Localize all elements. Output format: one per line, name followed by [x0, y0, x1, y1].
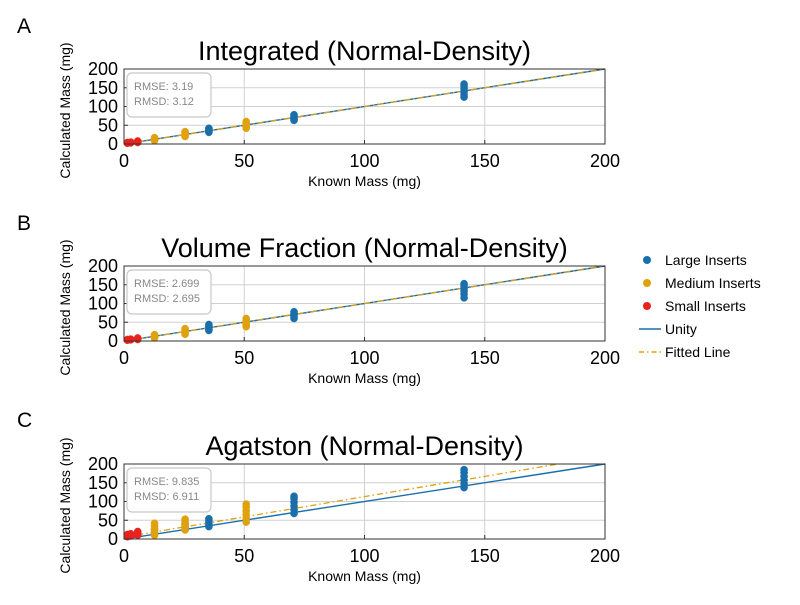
point-medium-inserts	[181, 515, 189, 523]
point-large-inserts	[460, 279, 468, 288]
x-tick-label: 100	[349, 348, 379, 368]
legend-marker-large-inserts	[643, 256, 651, 264]
y-tick-label: 100	[88, 97, 118, 117]
point-small-inserts	[126, 138, 135, 146]
legend-marker-medium-inserts	[643, 279, 651, 287]
fitted-line	[123, 68, 606, 145]
y-axis-label: Calculated Mass (mg)	[57, 437, 73, 573]
rmsd-text: RMSD: 6.911	[134, 491, 199, 503]
y-tick-label: 200	[88, 59, 118, 79]
unity-line	[123, 463, 606, 540]
point-medium-inserts	[150, 133, 159, 142]
y-tick-label: 150	[88, 275, 118, 295]
y-tick-label: 200	[88, 454, 118, 474]
x-tick-label: 150	[470, 546, 500, 566]
point-medium-inserts	[242, 314, 250, 323]
x-axis-label: Known Mass (mg)	[308, 370, 421, 386]
x-tick-label: 50	[234, 546, 254, 566]
stats-box	[126, 269, 212, 315]
point-small-inserts	[133, 334, 142, 342]
legend-label-large-inserts: Large Inserts	[665, 252, 747, 268]
legend-marker-small-inserts	[643, 302, 651, 310]
point-medium-inserts	[242, 117, 250, 126]
point-small-inserts	[133, 137, 142, 145]
legend-label-small-inserts: Small Inserts	[665, 298, 746, 314]
x-tick-label: 0	[119, 151, 129, 171]
x-axis-label: Known Mass (mg)	[308, 173, 421, 189]
x-tick-label: 200	[590, 348, 620, 368]
x-tick-label: 200	[590, 151, 620, 171]
y-tick-label: 150	[88, 473, 118, 493]
point-medium-inserts	[150, 519, 159, 528]
x-tick-label: 100	[349, 151, 379, 171]
y-tick-label: 50	[98, 312, 118, 332]
stats-box	[126, 467, 212, 513]
y-axis-label: Calculated Mass (mg)	[57, 239, 73, 375]
rmse-text: RMSE: 3.19	[134, 81, 193, 93]
point-large-inserts	[205, 124, 213, 133]
point-large-inserts	[460, 465, 468, 474]
chart-title: Agatston (Normal-Density)	[205, 431, 523, 461]
y-tick-label: 100	[88, 492, 118, 512]
stats-box	[126, 72, 212, 118]
y-tick-label: 50	[98, 115, 118, 135]
point-medium-inserts	[150, 330, 159, 339]
legend: Large Inserts Medium Inserts Small Inserts…	[639, 252, 761, 360]
legend-label-medium-inserts: Medium Inserts	[665, 275, 761, 291]
fitted-line	[123, 265, 606, 342]
point-medium-inserts	[181, 127, 189, 136]
point-small-inserts	[126, 529, 135, 538]
x-tick-label: 150	[470, 348, 500, 368]
x-tick-label: 50	[234, 348, 254, 368]
y-tick-label: 100	[88, 294, 118, 314]
panel-label: B	[17, 212, 31, 235]
point-small-inserts	[126, 335, 135, 343]
point-large-inserts	[205, 320, 213, 329]
legend-label-fitted-line: Fitted Line	[665, 344, 731, 360]
y-tick-label: 0	[108, 529, 118, 549]
panel-label: C	[17, 409, 32, 432]
point-small-inserts	[133, 527, 142, 536]
rmse-text: RMSE: 2.699	[134, 278, 199, 290]
y-tick-label: 50	[98, 510, 118, 530]
x-tick-label: 150	[470, 151, 500, 171]
x-tick-label: 50	[234, 151, 254, 171]
rmse-text: RMSE: 9.835	[134, 476, 199, 488]
x-tick-label: 200	[590, 546, 620, 566]
point-medium-inserts	[181, 324, 189, 333]
chart-title: Integrated (Normal-Density)	[198, 36, 531, 66]
x-tick-label: 100	[349, 546, 379, 566]
panel-label: A	[17, 15, 31, 38]
point-medium-inserts	[242, 500, 250, 508]
rmsd-text: RMSD: 3.12	[134, 96, 194, 108]
y-axis-label: Calculated Mass (mg)	[57, 42, 73, 178]
point-large-inserts	[205, 514, 213, 523]
legend-label-unity: Unity	[665, 321, 697, 337]
point-large-inserts	[290, 492, 298, 501]
x-axis-label: Known Mass (mg)	[308, 568, 421, 584]
x-tick-label: 0	[119, 546, 129, 566]
point-large-inserts	[290, 110, 298, 119]
x-tick-label: 0	[119, 348, 129, 368]
point-large-inserts	[290, 307, 298, 316]
y-tick-label: 0	[108, 134, 118, 154]
point-large-inserts	[460, 80, 468, 88]
fitted-line	[123, 463, 559, 538]
rmsd-text: RMSD: 2.695	[134, 293, 200, 305]
y-tick-label: 150	[88, 78, 118, 98]
chart-title: Volume Fraction (Normal-Density)	[161, 233, 568, 263]
y-tick-label: 0	[108, 331, 118, 351]
y-tick-label: 200	[88, 256, 118, 276]
